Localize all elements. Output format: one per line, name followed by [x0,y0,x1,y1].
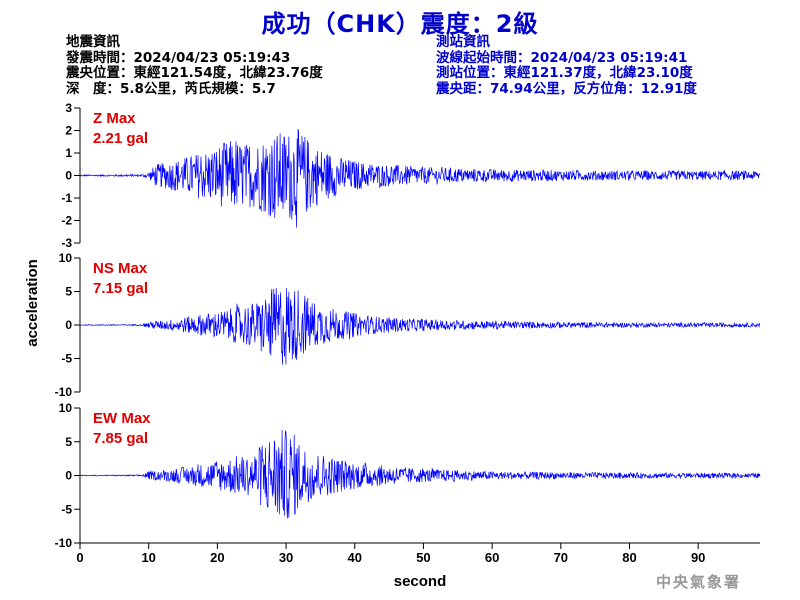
distance-azimuth: 震央距：74.94公里，反方位角：12.91度 [436,80,697,97]
z-y-tick-label: -2 [61,214,72,228]
ew-y-tick-label: 10 [59,401,73,415]
ns-max-value: 7.15 gal [93,280,148,297]
y-axis-title: acceleration [24,259,41,347]
ew-y-tick-label: -5 [61,502,72,516]
earthquake-info-block: 地震資訊 發震時間：2024/04/23 05:19:43 震央位置：東經121… [66,34,323,97]
z-y-tick-label: 1 [65,146,72,160]
x-tick-label: 50 [416,550,430,565]
ew-max-label: EW Max [93,410,151,427]
origin-time: 發震時間：2024/04/23 05:19:43 [66,49,291,66]
x-tick-label: 80 [622,550,636,565]
earthquake-info-heading: 地震資訊 [66,34,120,50]
ew-waveform-trace [79,429,761,519]
x-tick-label: 60 [485,550,499,565]
ns-y-tick-label: 0 [65,318,72,332]
ns-y-tick-label: -10 [55,385,73,399]
x-tick-label: 70 [554,550,568,565]
wave-start-time: 波線起始時間：2024/04/23 05:19:41 [436,49,688,66]
ns-max-label: NS Max [93,260,148,277]
z-y-tick-label: 2 [65,124,72,138]
station-info-block: 測站資訊 波線起始時間：2024/04/23 05:19:41 測站位置：東經1… [436,34,697,97]
x-tick-label: 90 [691,550,705,565]
ew-y-tick-label: -10 [55,536,73,550]
ew-max-value: 7.85 gal [93,430,148,447]
x-tick-label: 40 [348,550,362,565]
z-y-tick-label: -3 [61,236,72,250]
x-axis-title: second [394,573,447,590]
ew-y-tick-label: 0 [65,469,72,483]
depth-magnitude: 深 度：5.8公里，芮氏規模：5.7 [66,80,276,97]
ns-y-tick-label: 10 [59,251,73,265]
x-tick-label: 20 [210,550,224,565]
z-y-tick-label: 0 [65,169,72,183]
x-tick-label: 10 [141,550,155,565]
agency-credit: 中央氣象署 [656,573,742,591]
z-waveform-trace [79,128,761,228]
z-max-value: 2.21 gal [93,130,148,147]
x-tick-label: 0 [76,550,83,565]
station-location: 測站位置：東經121.37度，北緯23.10度 [436,65,693,81]
ns-y-tick-label: -5 [61,352,72,366]
ns-y-tick-label: 5 [65,285,72,299]
z-max-label: Z Max [93,110,136,127]
station-info-heading: 測站資訊 [436,34,490,50]
ew-y-tick-label: 5 [65,435,72,449]
z-y-tick-label: 3 [65,101,72,115]
z-y-tick-label: -1 [61,191,72,205]
chart-title: 成功（CHK）震度：2級 [261,10,539,38]
epicenter-location: 震央位置：東經121.54度，北緯23.76度 [66,65,323,81]
ns-waveform-trace [79,287,761,365]
x-tick-label: 30 [279,550,293,565]
